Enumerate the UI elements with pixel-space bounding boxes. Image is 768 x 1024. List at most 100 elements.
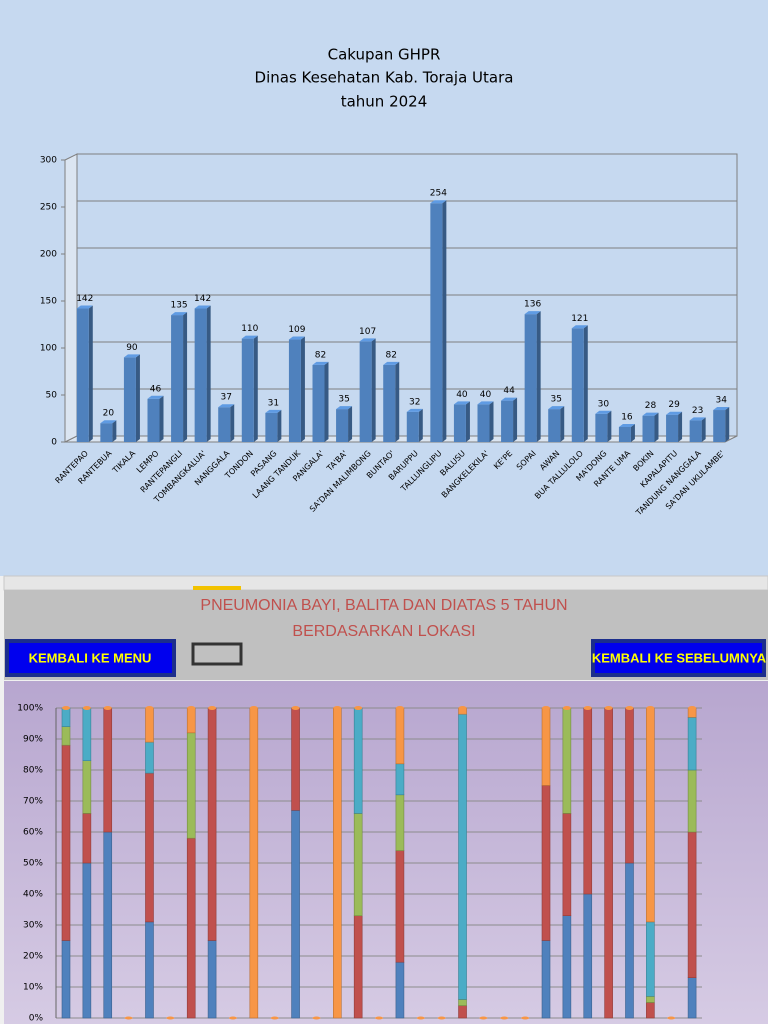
y-tick-label: 90% xyxy=(23,735,43,745)
bar-cap xyxy=(542,706,551,710)
bar-top xyxy=(406,408,423,412)
bar-segment xyxy=(458,713,467,1000)
bar-segment xyxy=(145,772,154,923)
button-label[interactable]: KEMBALI KE SEBELUMNYA xyxy=(592,650,767,665)
bar-segment xyxy=(145,921,154,1019)
bar-segment xyxy=(291,809,300,1019)
bar-segment xyxy=(604,707,613,1019)
bar xyxy=(689,420,702,442)
bar-top xyxy=(571,325,588,329)
bar xyxy=(383,364,396,442)
bar xyxy=(642,415,655,442)
bar-top xyxy=(430,200,447,204)
bar-segment xyxy=(395,763,405,796)
bar-segment xyxy=(646,995,655,1003)
button-face[interactable] xyxy=(595,643,762,673)
bar xyxy=(453,404,466,442)
selected-column xyxy=(193,586,241,590)
bar-segment xyxy=(186,837,196,1019)
y-tick-label: 100% xyxy=(17,704,43,714)
bar-segment xyxy=(646,1002,655,1019)
bar-side xyxy=(348,406,353,442)
bar xyxy=(501,400,514,442)
bar-top xyxy=(218,404,235,408)
y-tick-label: 0% xyxy=(29,1014,44,1024)
bar-cap xyxy=(249,706,258,710)
bar-cap xyxy=(62,706,70,710)
bar-cap xyxy=(208,706,217,710)
button-face[interactable] xyxy=(9,643,172,673)
bar-side xyxy=(630,423,635,442)
value-label: 32 xyxy=(409,397,420,407)
bar-segment xyxy=(541,707,551,786)
bar-segment xyxy=(333,707,342,1019)
button-label[interactable]: KEMBALI KE MENU xyxy=(29,650,152,665)
bar-side xyxy=(442,200,447,442)
bar-segment xyxy=(395,850,405,963)
bar-cap xyxy=(82,706,91,710)
value-label: 29 xyxy=(668,400,680,410)
empty-marker xyxy=(437,1016,446,1020)
value-label: 16 xyxy=(621,412,633,422)
bar-cap xyxy=(688,706,697,710)
bar-cap xyxy=(458,706,467,710)
bar-top xyxy=(312,361,329,365)
chart-title: PNEUMONIA BAYI, BALITA DAN DIATAS 5 TAHU… xyxy=(200,597,567,614)
value-label: 135 xyxy=(170,301,187,311)
value-label: 142 xyxy=(194,294,211,304)
bar-top xyxy=(595,410,612,414)
bar-side xyxy=(560,406,565,442)
bar-side xyxy=(583,325,588,442)
bar xyxy=(595,413,608,442)
bar-segment xyxy=(186,707,196,734)
bar-segment xyxy=(145,741,154,774)
value-label: 109 xyxy=(288,325,305,335)
bar-side xyxy=(112,420,117,442)
bar-segment xyxy=(103,707,113,833)
value-label: 121 xyxy=(571,314,588,324)
value-label: 136 xyxy=(524,300,541,310)
back-button[interactable]: KEMBALI KE SEBELUMNYA xyxy=(591,639,767,677)
bar xyxy=(336,409,349,442)
bar-side xyxy=(159,395,164,442)
bar-side xyxy=(371,338,376,442)
bar xyxy=(359,341,372,442)
empty-marker xyxy=(228,1016,237,1020)
bar-top xyxy=(689,417,706,421)
bar-segment xyxy=(458,1005,467,1019)
bar-side xyxy=(230,404,235,442)
bar xyxy=(288,339,301,442)
chart-title: Dinas Kesehatan Kab. Toraja Utara xyxy=(255,69,514,87)
chart-title: Cakupan GHPR xyxy=(328,46,441,64)
shape-icon xyxy=(191,642,243,666)
value-label: 107 xyxy=(359,327,376,337)
bar-top xyxy=(383,361,400,365)
value-label: 254 xyxy=(430,189,447,199)
bar-segment xyxy=(687,769,697,833)
empty-marker xyxy=(416,1016,425,1020)
bar-top xyxy=(336,406,353,410)
value-label: 31 xyxy=(268,398,279,408)
y-tick-label: 200 xyxy=(40,250,57,260)
bar-top xyxy=(241,335,258,339)
bar-top xyxy=(147,395,164,399)
bar-top xyxy=(100,420,117,424)
bar-side xyxy=(701,417,706,442)
menu-button[interactable]: KEMBALI KE MENU xyxy=(5,639,176,677)
value-label: 35 xyxy=(550,395,561,405)
bar-cap xyxy=(604,706,613,710)
bar xyxy=(618,426,631,442)
empty-marker xyxy=(166,1016,175,1020)
bar-top xyxy=(359,338,376,342)
value-label: 82 xyxy=(315,350,326,360)
bar-side xyxy=(206,305,211,442)
bar xyxy=(548,409,561,442)
bar-segment xyxy=(562,707,572,814)
bar-segment xyxy=(562,915,572,1019)
bar xyxy=(430,203,443,442)
bar-cap xyxy=(646,706,655,710)
bar xyxy=(100,423,113,442)
floor xyxy=(64,435,738,443)
bar-side xyxy=(607,410,612,442)
